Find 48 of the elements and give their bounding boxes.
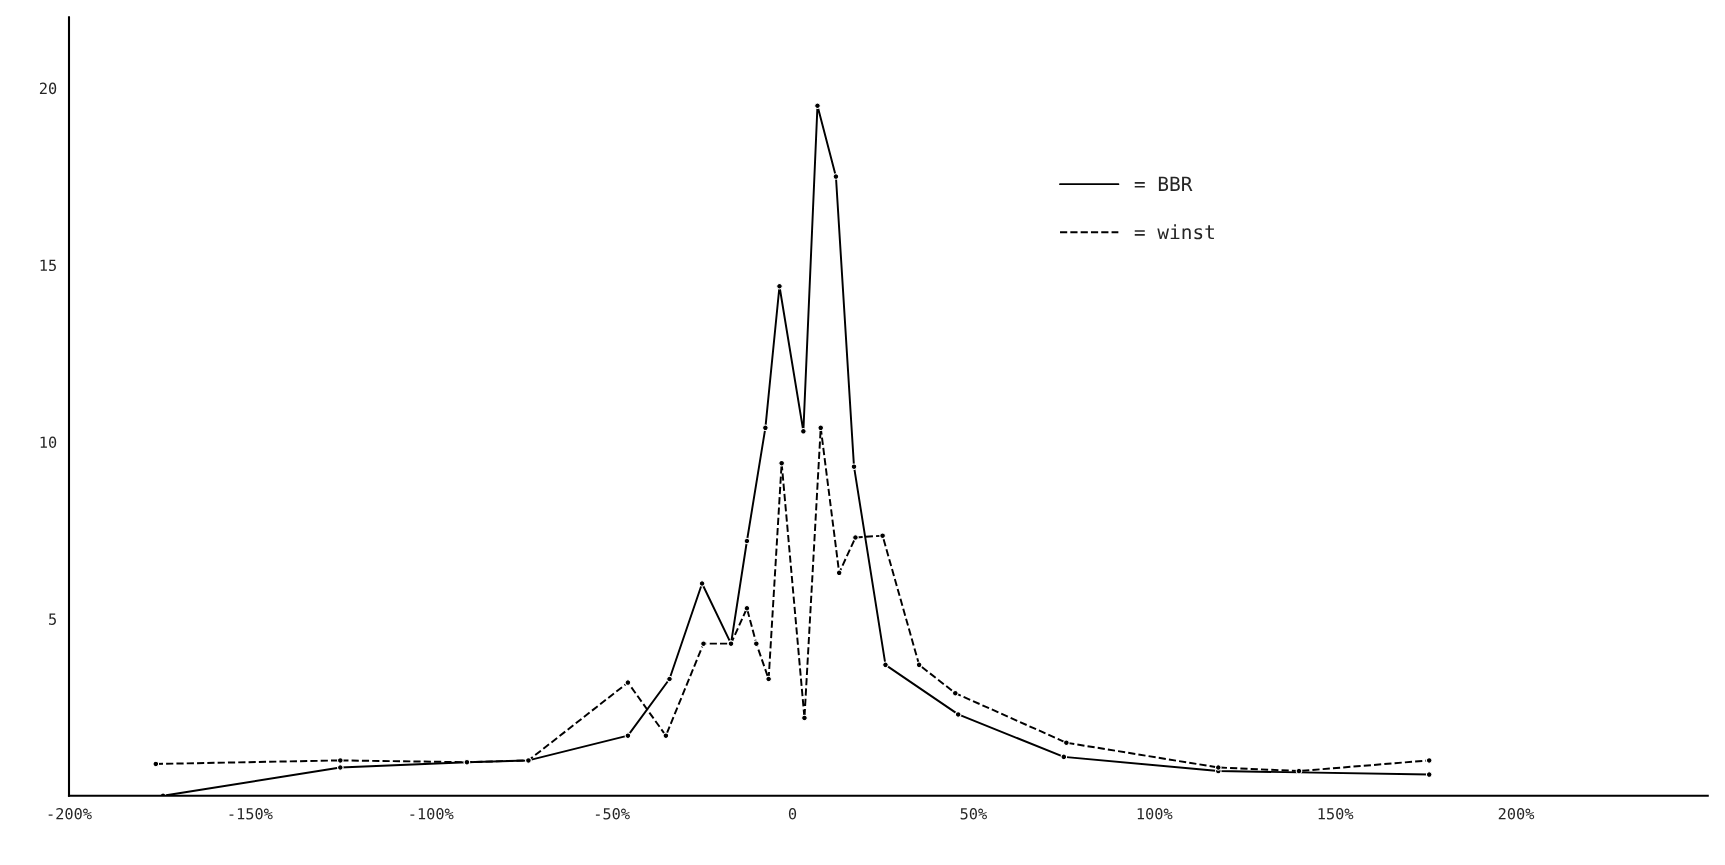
- point: [952, 689, 959, 697]
- point: [1215, 764, 1222, 771]
- x-tick-label: -200%: [48, 807, 92, 820]
- point: [624, 732, 632, 739]
- point: [700, 640, 707, 647]
- x-tick-label: -100%: [410, 807, 454, 820]
- point: [743, 537, 751, 545]
- x-tick-label: -50%: [595, 807, 630, 820]
- point: [852, 534, 859, 541]
- point: [801, 714, 808, 722]
- point: [776, 282, 783, 290]
- point: [152, 760, 160, 768]
- legend-label: = BBR: [1134, 176, 1193, 191]
- point: [337, 757, 344, 764]
- legend-label: = winst: [1134, 224, 1214, 240]
- point: [915, 661, 923, 669]
- point: [337, 764, 344, 771]
- y-tick-label: 10: [40, 436, 57, 448]
- y-tick-label: 15: [40, 259, 56, 272]
- point: [800, 428, 807, 435]
- x-tick-label: 150%: [1318, 807, 1354, 820]
- x-tick-label: 0: [788, 807, 797, 820]
- point: [850, 463, 858, 470]
- point: [662, 732, 670, 739]
- point: [817, 424, 825, 432]
- point: [1425, 757, 1433, 764]
- point: [753, 640, 760, 647]
- x-tick-label: 200%: [1498, 807, 1535, 820]
- point: [765, 675, 772, 683]
- point: [698, 580, 706, 587]
- point: [814, 102, 821, 110]
- point: [1425, 771, 1433, 778]
- x-tick-label: 100%: [1137, 807, 1173, 820]
- point: [832, 173, 840, 180]
- point: [954, 711, 962, 718]
- point: [762, 424, 769, 432]
- point: [1060, 753, 1068, 761]
- y-tick-label: 5: [49, 613, 56, 625]
- point: [666, 675, 673, 683]
- x-tick-label: 50%: [960, 807, 987, 820]
- y-tick-label: 20: [39, 82, 57, 95]
- point: [879, 532, 886, 540]
- point: [1295, 767, 1303, 775]
- point: [882, 661, 889, 669]
- point: [743, 604, 751, 612]
- point: [624, 679, 632, 686]
- x-tick-label: -150%: [229, 807, 273, 820]
- point: [1063, 739, 1070, 747]
